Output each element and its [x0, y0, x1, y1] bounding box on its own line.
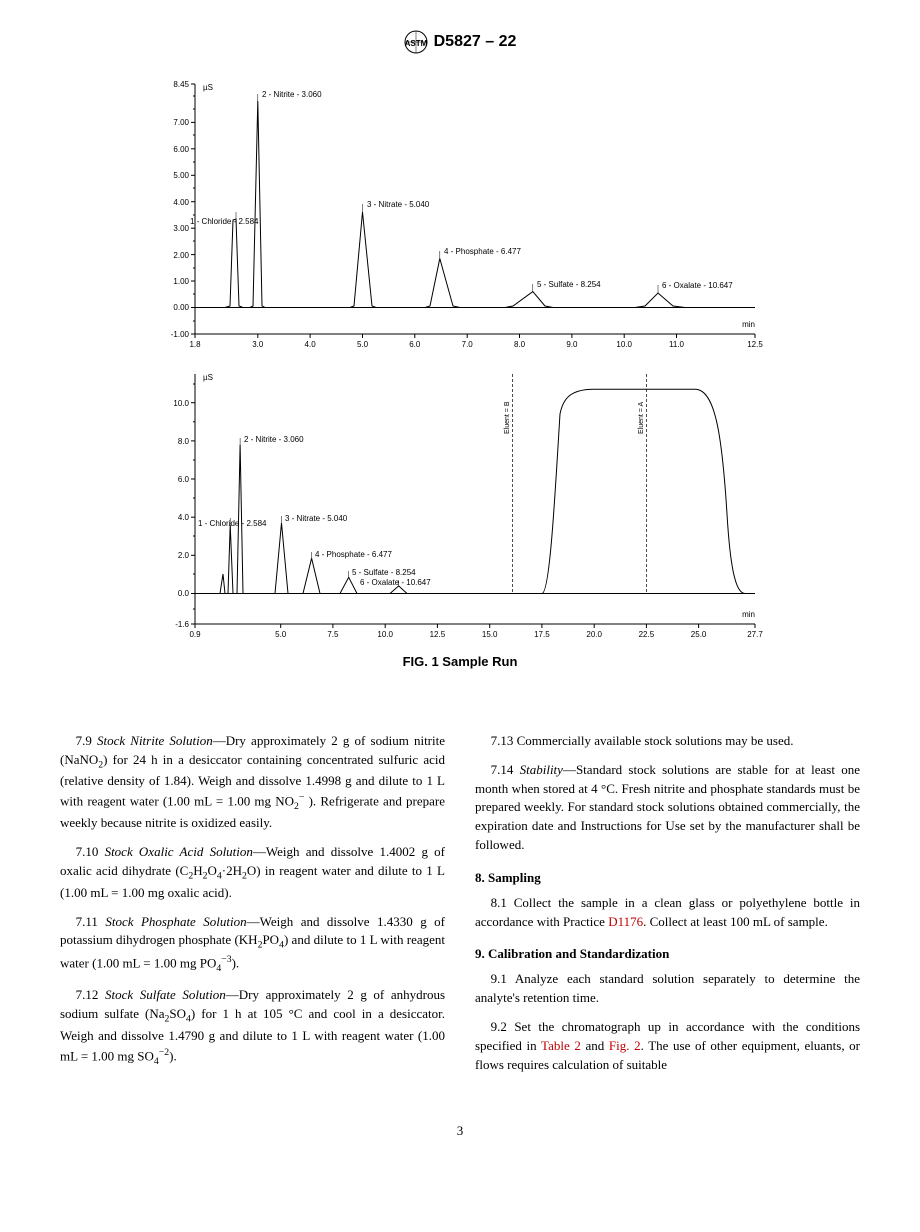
- chromatogram-top: 8.45 7.00 6.00 5.00 4.00 3.00 2.00 1.00 …: [140, 69, 780, 359]
- svg-text:8.0: 8.0: [514, 340, 526, 349]
- svg-text:2 - Nitrite - 3.060: 2 - Nitrite - 3.060: [244, 435, 304, 444]
- svg-text:min: min: [742, 610, 755, 619]
- svg-text:5 - Sulfate - 8.254: 5 - Sulfate - 8.254: [537, 280, 601, 289]
- chromatogram-bottom: 10.0 8.0 6.0 4.0 2.0 0.0 -1.6 µS 0.9 5.0…: [140, 359, 780, 649]
- svg-text:2 - Nitrite - 3.060: 2 - Nitrite - 3.060: [262, 90, 322, 99]
- svg-text:0.9: 0.9: [189, 630, 201, 639]
- svg-text:6.0: 6.0: [178, 475, 190, 484]
- svg-text:8.45: 8.45: [173, 80, 189, 89]
- para-7-9: 7.9 Stock Nitrite Solution—Dry approxima…: [60, 732, 445, 833]
- svg-text:6.0: 6.0: [409, 340, 421, 349]
- body-text: 7.9 Stock Nitrite Solution—Dry approxima…: [60, 732, 860, 1082]
- para-9-2: 9.2 Set the chromatograph up in accordan…: [475, 1018, 860, 1075]
- svg-text:5.0: 5.0: [357, 340, 369, 349]
- svg-text:1.8: 1.8: [189, 340, 201, 349]
- svg-text:3 - Nitrate - 5.040: 3 - Nitrate - 5.040: [285, 514, 348, 523]
- designation-text: D5827 – 22: [434, 33, 517, 50]
- svg-text:12.5: 12.5: [430, 630, 446, 639]
- svg-text:7.5: 7.5: [327, 630, 339, 639]
- svg-text:5.0: 5.0: [275, 630, 287, 639]
- svg-text:6 - Oxalate - 10.647: 6 - Oxalate - 10.647: [360, 578, 431, 587]
- svg-text:4.0: 4.0: [178, 513, 190, 522]
- svg-text:10.0: 10.0: [173, 399, 189, 408]
- svg-text:10.0: 10.0: [616, 340, 632, 349]
- link-fig-2[interactable]: Fig. 2: [609, 1038, 641, 1053]
- svg-text:4.00: 4.00: [173, 198, 189, 207]
- svg-text:-1.6: -1.6: [175, 620, 189, 629]
- page-number: 3: [60, 1122, 860, 1141]
- svg-text:12.5: 12.5: [747, 340, 763, 349]
- para-7-10: 7.10 Stock Oxalic Acid Solution—Weigh an…: [60, 843, 445, 902]
- svg-text:6.00: 6.00: [173, 145, 189, 154]
- svg-text:27.7: 27.7: [747, 630, 763, 639]
- document-header: ASTM D5827 – 22: [60, 30, 860, 54]
- svg-text:20.0: 20.0: [586, 630, 602, 639]
- para-7-11: 7.11 Stock Phosphate Solution—Weigh and …: [60, 913, 445, 977]
- svg-text:Eluent = B: Eluent = B: [504, 401, 511, 434]
- svg-text:3 - Nitrate - 5.040: 3 - Nitrate - 5.040: [367, 200, 430, 209]
- svg-text:min: min: [742, 320, 755, 329]
- svg-text:Eluent = A: Eluent = A: [638, 402, 645, 434]
- astm-logo-icon: ASTM: [404, 30, 428, 54]
- figure-1-container: 8.45 7.00 6.00 5.00 4.00 3.00 2.00 1.00 …: [140, 69, 780, 672]
- svg-text:µS: µS: [203, 83, 213, 92]
- section-8-heading: 8. Sampling: [475, 869, 860, 888]
- svg-text:3.0: 3.0: [252, 340, 264, 349]
- link-table-2[interactable]: Table 2: [541, 1038, 581, 1053]
- svg-text:25.0: 25.0: [691, 630, 707, 639]
- svg-text:1.00: 1.00: [173, 277, 189, 286]
- svg-text:4 - Phosphate - 6.477: 4 - Phosphate - 6.477: [444, 247, 521, 256]
- svg-text:5 - Sulfate - 8.254: 5 - Sulfate - 8.254: [352, 568, 416, 577]
- svg-text:1 - Chloride - 2.584: 1 - Chloride - 2.584: [198, 519, 267, 528]
- svg-text:11.0: 11.0: [669, 340, 685, 349]
- svg-text:5.00: 5.00: [173, 171, 189, 180]
- svg-text:10.0: 10.0: [377, 630, 393, 639]
- svg-text:7.0: 7.0: [462, 340, 474, 349]
- svg-text:17.5: 17.5: [534, 630, 550, 639]
- svg-text:µS: µS: [203, 373, 213, 382]
- svg-text:22.5: 22.5: [639, 630, 655, 639]
- svg-text:0.0: 0.0: [178, 589, 190, 598]
- link-d1176[interactable]: D1176: [608, 914, 643, 929]
- para-7-13: 7.13 Commercially available stock soluti…: [475, 732, 860, 751]
- figure-caption: FIG. 1 Sample Run: [140, 653, 780, 672]
- svg-text:6 - Oxalate - 10.647: 6 - Oxalate - 10.647: [662, 281, 733, 290]
- svg-text:2.0: 2.0: [178, 551, 190, 560]
- para-9-1: 9.1 Analyze each standard solution separ…: [475, 970, 860, 1008]
- svg-text:-1.00: -1.00: [171, 330, 190, 339]
- svg-text:9.0: 9.0: [566, 340, 578, 349]
- para-7-12: 7.12 Stock Sulfate Solution—Dry approxim…: [60, 986, 445, 1068]
- para-8-1: 8.1 Collect the sample in a clean glass …: [475, 894, 860, 932]
- section-9-heading: 9. Calibration and Standardization: [475, 945, 860, 964]
- svg-text:8.0: 8.0: [178, 437, 190, 446]
- svg-text:15.0: 15.0: [482, 630, 498, 639]
- svg-text:7.00: 7.00: [173, 118, 189, 127]
- para-7-14: 7.14 Stability—Standard stock solutions …: [475, 761, 860, 855]
- svg-text:4.0: 4.0: [305, 340, 317, 349]
- svg-text:1 - Chloride - 2.584: 1 - Chloride - 2.584: [190, 217, 259, 226]
- svg-text:4 - Phosphate - 6.477: 4 - Phosphate - 6.477: [315, 550, 392, 559]
- svg-text:0.00: 0.00: [173, 303, 189, 312]
- svg-text:2.00: 2.00: [173, 251, 189, 260]
- svg-text:3.00: 3.00: [173, 224, 189, 233]
